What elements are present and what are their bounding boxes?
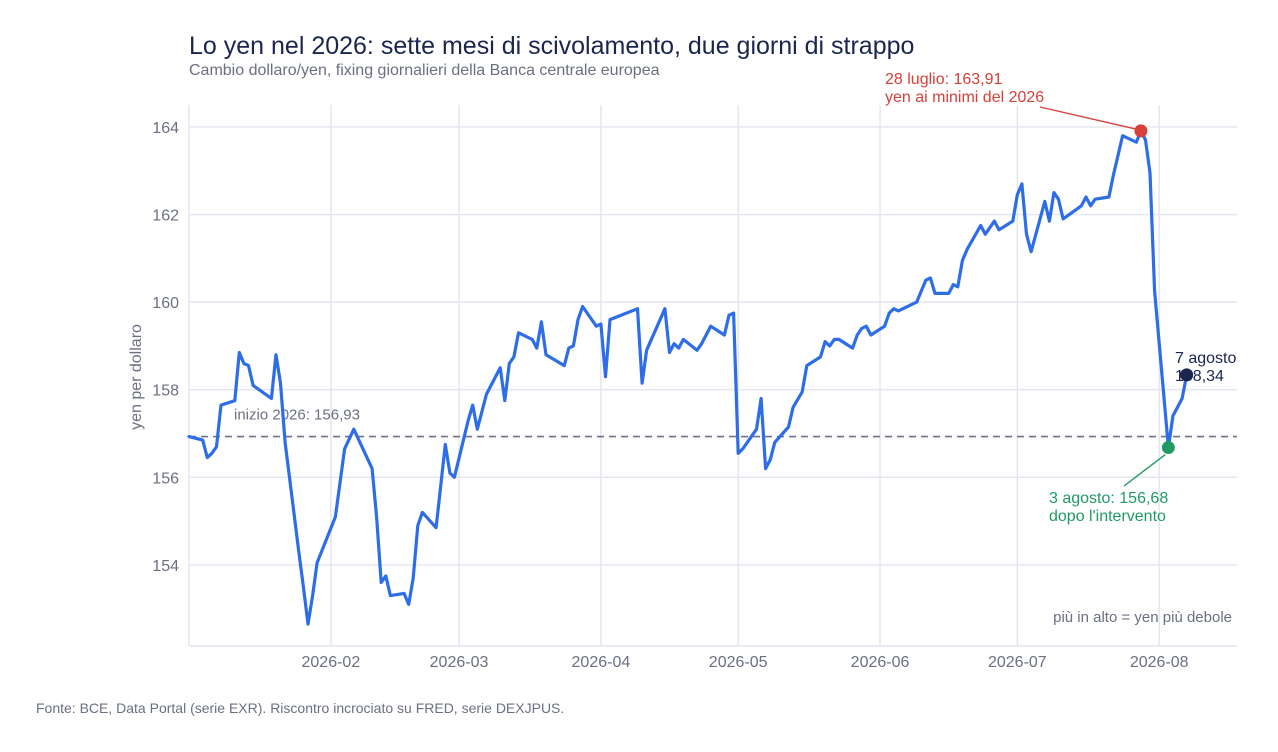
x-tick-label: 2026-03 bbox=[430, 654, 489, 671]
x-tick-label: 2026-05 bbox=[709, 654, 768, 671]
y-tick-label: 158 bbox=[152, 383, 179, 400]
end-annotation-line2: 158,34 bbox=[1175, 368, 1224, 385]
series-line bbox=[187, 129, 1189, 626]
x-tick-label: 2026-04 bbox=[572, 654, 631, 671]
x-tick-label: 2026-02 bbox=[302, 654, 361, 671]
end-marker bbox=[1180, 368, 1194, 382]
x-tick-label: 2026-07 bbox=[988, 654, 1047, 671]
y-tick-label: 162 bbox=[152, 208, 179, 225]
y-tick-label: 156 bbox=[152, 470, 179, 487]
y-axis-label: yen per dollaro bbox=[128, 324, 145, 430]
chart-subtitle: Cambio dollaro/yen, fixing giornalieri d… bbox=[189, 62, 660, 79]
y-tick-label: 160 bbox=[152, 295, 179, 312]
x-tick-label: 2026-06 bbox=[851, 654, 910, 671]
peak-leader-line bbox=[1039, 106, 1136, 130]
trough-annotation-line1: 3 agosto: 156,68 bbox=[1049, 490, 1168, 507]
peak-annotation-line1: 28 luglio: 163,91 bbox=[885, 71, 1003, 88]
y-axis: 154 156 158 160 162 164 bbox=[152, 120, 179, 575]
y-tick-label: 164 bbox=[152, 120, 179, 137]
chart-title: Lo yen nel 2026: sette mesi di scivolame… bbox=[189, 32, 914, 60]
x-tick-label: 2026-08 bbox=[1130, 654, 1189, 671]
grid bbox=[188, 105, 1237, 647]
trough-leader-line bbox=[1123, 454, 1166, 487]
end-annotation-line1: 7 agosto bbox=[1175, 350, 1236, 367]
trough-marker bbox=[1161, 441, 1175, 455]
x-axis: 2026-02 2026-03 2026-04 2026-05 2026-06 2026-… bbox=[302, 654, 1189, 671]
peak-annotation-line2: yen ai minimi del 2026 bbox=[885, 89, 1044, 106]
source-note: Fonte: BCE, Data Portal (serie EXR). Ris… bbox=[36, 700, 564, 716]
peak-marker bbox=[1134, 124, 1148, 138]
baseline-label: inizio 2026: 156,93 bbox=[234, 407, 360, 424]
y-tick-label: 154 bbox=[152, 558, 179, 575]
trough-annotation-line2: dopo l'intervento bbox=[1049, 508, 1166, 525]
direction-note: più in alto = yen più debole bbox=[1053, 609, 1232, 626]
